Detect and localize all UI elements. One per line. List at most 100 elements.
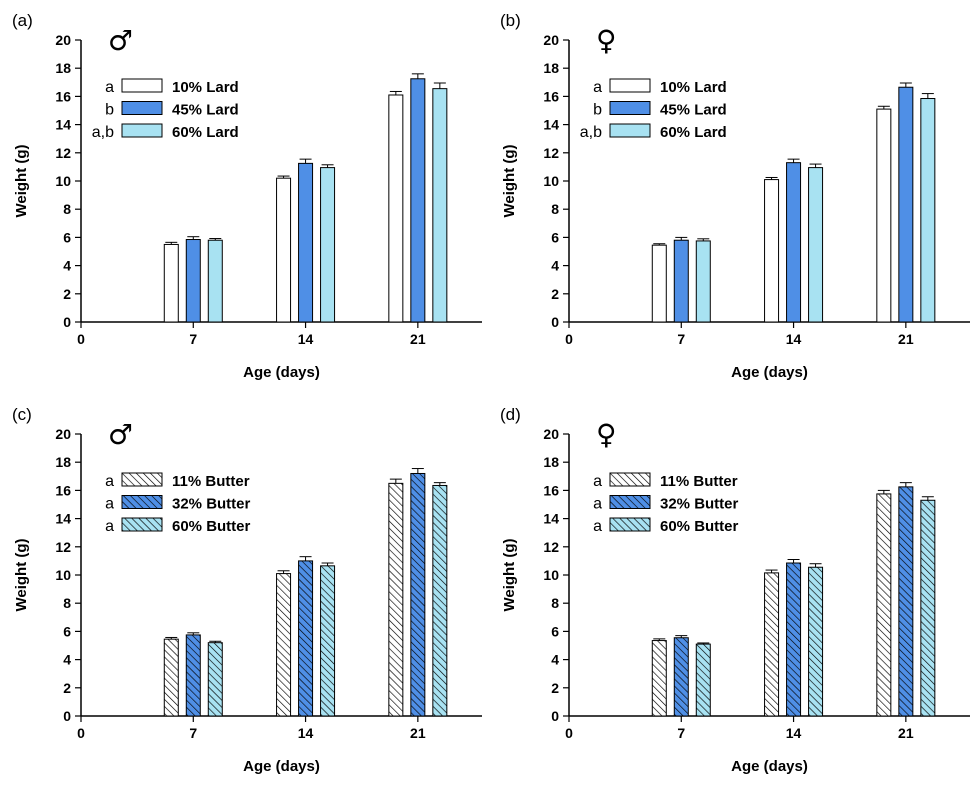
y-tick-label: 2 (551, 680, 559, 696)
y-tick-label: 10 (55, 567, 71, 583)
bar-second-series (298, 162, 314, 323)
bar-second-series (786, 162, 802, 323)
x-tick-label: 0 (565, 331, 573, 347)
bar-third-series (695, 240, 711, 323)
y-tick-label: 6 (63, 229, 71, 245)
panel-a: (a) ♂ 0 2 4 6 8 10 12 14 16 18 20 0 7 14 21 Age (days) Wei… (0, 0, 488, 394)
legend-significance: a (593, 518, 602, 535)
y-tick-label: 18 (55, 454, 71, 470)
x-tick-label: 7 (189, 331, 197, 347)
legend-swatch (609, 495, 651, 509)
y-tick-label: 2 (63, 680, 71, 696)
legend-swatch (121, 472, 163, 487)
y-tick-label: 0 (63, 314, 71, 330)
y-tick-label: 10 (543, 173, 559, 189)
bar-first-series (163, 243, 179, 323)
legend-swatch (609, 472, 651, 487)
y-tick-label: 14 (55, 117, 71, 133)
legend-label: 10% Lard (172, 79, 239, 96)
y-tick-label: 2 (63, 286, 71, 302)
y-tick-label: 16 (55, 88, 71, 104)
y-tick-label: 0 (551, 314, 559, 330)
legend-significance: a (105, 518, 114, 535)
bar-first-series (388, 482, 404, 717)
bar-second-series (185, 239, 201, 323)
bar-second-series (185, 634, 201, 717)
y-tick-label: 4 (551, 258, 559, 274)
sex-symbol: ♂ (108, 418, 133, 451)
bar-second-series (410, 78, 426, 323)
bar-third-series (207, 239, 223, 323)
x-tick-label: 0 (565, 725, 573, 741)
x-axis-title: Age (days) (731, 758, 808, 775)
y-tick-label: 20 (543, 32, 559, 48)
legend-swatch (609, 78, 651, 93)
legend-swatch (121, 101, 163, 115)
bar-third-series (207, 642, 223, 717)
y-tick-label: 20 (55, 32, 71, 48)
panel-label: (a) (12, 11, 33, 30)
panel-b: (b) ♀ 0 2 4 6 8 10 12 14 16 18 20 0 7 14 21 Age (days) Wei… (488, 0, 976, 394)
y-tick-label: 12 (55, 145, 71, 161)
legend-label: 60% Butter (660, 518, 739, 535)
y-tick-label: 18 (543, 454, 559, 470)
bar-first-series (651, 244, 667, 323)
legend-significance: b (105, 102, 114, 119)
x-axis-title: Age (days) (243, 758, 320, 775)
y-tick-label: 8 (551, 201, 559, 217)
y-tick-label: 16 (55, 482, 71, 498)
y-tick-label: 8 (551, 595, 559, 611)
y-tick-label: 12 (543, 145, 559, 161)
y-tick-label: 14 (55, 511, 71, 527)
bar-first-series (764, 179, 780, 323)
bar-third-series (320, 565, 336, 717)
legend-significance: a,b (580, 124, 602, 141)
y-axis-title: Weight (g) (501, 538, 518, 611)
x-tick-label: 14 (786, 725, 802, 741)
y-tick-label: 8 (63, 201, 71, 217)
y-tick-label: 6 (63, 623, 71, 639)
x-axis-title: Age (days) (243, 364, 320, 381)
bar-first-series (876, 493, 892, 717)
chart-d: (d) ♀ 0 2 4 6 8 10 12 14 16 18 20 0 7 14 21 Age (days) Wei… (500, 405, 970, 775)
y-tick-label: 16 (543, 482, 559, 498)
legend-swatch (121, 78, 163, 93)
chart-a: (a) ♂ 0 2 4 6 8 10 12 14 16 18 20 0 7 14 21 Age (days) Wei… (12, 11, 482, 381)
sex-symbol: ♀ (596, 24, 617, 57)
chart-c: (c) ♂ 0 2 4 6 8 10 12 14 16 18 20 0 7 14 21 Age (days) Wei… (12, 405, 482, 775)
y-tick-label: 12 (55, 539, 71, 555)
legend-label: 60% Butter (172, 518, 251, 535)
bar-third-series (808, 566, 824, 717)
bar-third-series (320, 167, 336, 323)
x-tick-label: 21 (898, 725, 914, 741)
y-tick-label: 4 (551, 652, 559, 668)
y-tick-label: 12 (543, 539, 559, 555)
panel-d: (d) ♀ 0 2 4 6 8 10 12 14 16 18 20 0 7 14 21 Age (days) Wei… (488, 394, 976, 788)
y-tick-label: 4 (63, 258, 71, 274)
panel-c: (c) ♂ 0 2 4 6 8 10 12 14 16 18 20 0 7 14 21 Age (days) Wei… (0, 394, 488, 788)
x-tick-label: 14 (786, 331, 802, 347)
x-tick-label: 21 (898, 331, 914, 347)
bar-first-series (276, 177, 292, 323)
bar-second-series (673, 637, 689, 717)
bar-second-series (898, 486, 914, 717)
legend-label: 11% Butter (172, 473, 250, 490)
legend-significance: a (105, 496, 114, 513)
bar-third-series (920, 499, 936, 717)
legend-swatch (121, 495, 163, 509)
bar-second-series (298, 560, 314, 717)
y-tick-label: 18 (543, 60, 559, 76)
panel-label: (d) (500, 405, 521, 424)
bar-second-series (410, 472, 426, 717)
y-tick-label: 6 (551, 623, 559, 639)
x-tick-label: 7 (189, 725, 197, 741)
y-tick-label: 14 (543, 117, 559, 133)
y-tick-label: 2 (551, 286, 559, 302)
x-tick-label: 0 (77, 725, 85, 741)
y-axis-title: Weight (g) (501, 144, 518, 217)
panel-label: (b) (500, 11, 521, 30)
legend-swatch (609, 123, 651, 138)
bar-third-series (432, 88, 448, 323)
legend-label: 45% Lard (660, 102, 727, 119)
y-tick-label: 0 (63, 708, 71, 724)
